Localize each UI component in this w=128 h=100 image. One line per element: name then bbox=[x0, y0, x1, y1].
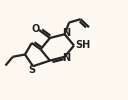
Text: SH: SH bbox=[75, 40, 91, 50]
Text: O: O bbox=[31, 24, 40, 34]
Text: S: S bbox=[29, 65, 36, 75]
Text: N: N bbox=[62, 53, 70, 63]
Text: N: N bbox=[62, 28, 70, 38]
